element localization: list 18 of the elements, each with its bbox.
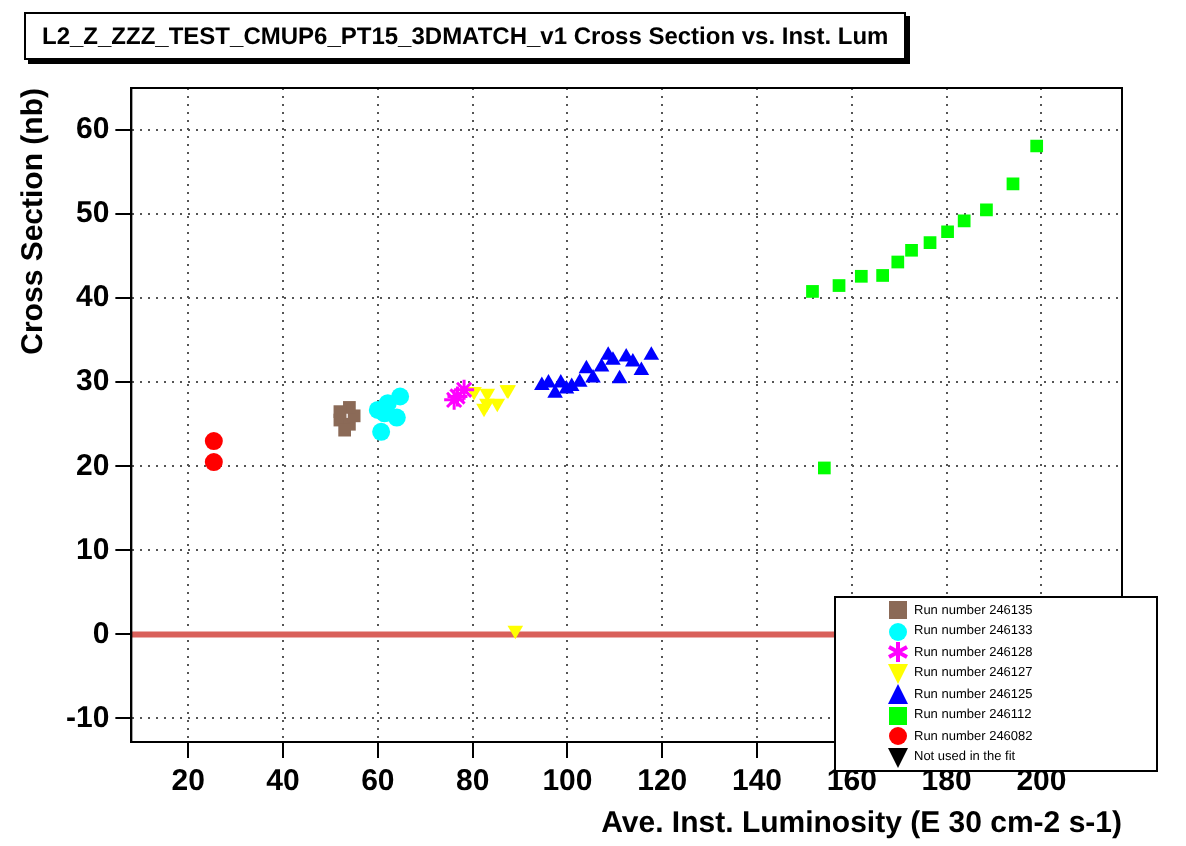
x-axis-title: Ave. Inst. Luminosity (E 30 cm-2 s-1) xyxy=(601,806,1122,841)
x-tick-label: 40 xyxy=(266,764,300,799)
y-tick-label: 30 xyxy=(75,364,110,399)
y-axis-title: Cross Section (nb) xyxy=(16,88,51,355)
x-tick-label: 120 xyxy=(637,764,688,799)
x-tick-label: 60 xyxy=(361,764,395,799)
y-tick-label: 20 xyxy=(75,448,110,483)
x-tick-label: 20 xyxy=(171,764,205,799)
y-tick-label: 50 xyxy=(75,196,110,231)
y-tick-label: -10 xyxy=(65,700,110,735)
chart-title: L2_Z_ZZZ_TEST_CMUP6_PT15_3DMATCH_v1 Cross Section vs. Inst. Lum xyxy=(24,12,907,60)
y-tick-label: 10 xyxy=(75,532,110,567)
y-tick-label: 60 xyxy=(75,112,110,147)
x-tick-label: 80 xyxy=(455,764,490,799)
y-tick-label: 0 xyxy=(92,616,110,651)
x-tick-label: 100 xyxy=(542,764,593,799)
x-tick-label: 140 xyxy=(732,764,783,799)
y-tick-label: 40 xyxy=(75,280,110,315)
